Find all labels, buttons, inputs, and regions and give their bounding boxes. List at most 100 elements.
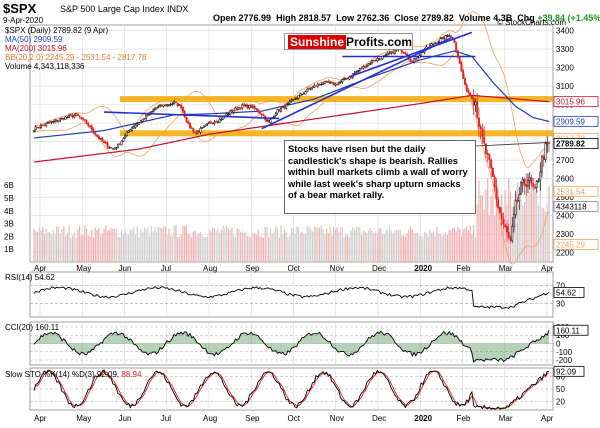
candle-body: [472, 97, 475, 106]
volume-bar: [523, 202, 526, 262]
candle-body: [318, 83, 321, 86]
volume-bar: [310, 229, 312, 262]
candle-body: [239, 107, 242, 110]
cci-tick-label: 0: [556, 340, 561, 349]
candle-body: [192, 128, 195, 132]
candle-body: [337, 82, 340, 85]
candle-body: [108, 147, 111, 149]
volume-bar: [143, 227, 145, 262]
volume-bar: [56, 226, 58, 262]
rsi-line: [33, 285, 550, 309]
volume-bar: [40, 230, 42, 262]
volume-bar: [64, 236, 67, 262]
volume-bar: [177, 236, 179, 262]
candle-body: [262, 114, 265, 117]
ma50-line: [33, 50, 550, 139]
volume-bar: [182, 225, 184, 262]
volume-bar: [147, 227, 149, 262]
candle-body: [225, 113, 228, 116]
volume-bar: [425, 232, 427, 262]
cci-tag-label: 160.11: [556, 326, 580, 335]
candle-body: [260, 113, 263, 116]
volume-bar: [250, 236, 252, 262]
sto-tick-label: 80: [556, 372, 565, 381]
open-value: 2776.99: [238, 13, 272, 23]
volume-bar: [417, 232, 419, 262]
candle-body: [449, 35, 452, 38]
candle-body: [129, 129, 132, 132]
volume-bar: [334, 229, 336, 262]
candle-body: [392, 51, 395, 54]
volume-bar: [313, 226, 315, 262]
volume-bar: [254, 233, 256, 262]
candle-body: [470, 95, 473, 100]
candle-body: [288, 101, 291, 104]
volume-bar: [406, 233, 408, 262]
volume-bar: [422, 237, 424, 262]
volume-bar: [236, 228, 238, 262]
candle-body: [332, 82, 335, 86]
volume-bar: [443, 235, 445, 262]
candle-body: [76, 113, 79, 116]
candle-body: [139, 120, 142, 124]
candle-body: [45, 123, 48, 126]
volume-bar: [138, 237, 140, 262]
candle-body: [446, 35, 449, 37]
candle-body: [383, 55, 386, 57]
rsi-tag-box: [553, 287, 585, 298]
candle-body: [33, 130, 35, 132]
volume-bar: [149, 236, 151, 262]
candle-body: [379, 58, 382, 60]
volume-bar: [89, 236, 91, 262]
volume-tick-label: 4B: [4, 207, 14, 216]
volume-bar: [184, 226, 186, 262]
volume-bar: [110, 227, 112, 262]
volume-bar: [374, 231, 377, 262]
candle-body: [41, 124, 44, 126]
volume-bar: [392, 233, 394, 262]
candle-body: [476, 101, 479, 118]
volume-bar: [101, 233, 103, 262]
volume-bar: [385, 229, 387, 262]
candle-body: [248, 104, 251, 109]
volume-bar: [63, 226, 65, 262]
volume-tick-label: 5B: [4, 194, 14, 203]
candle-body: [99, 138, 102, 140]
x-tick-label: May: [76, 264, 91, 273]
legend-bb: BB(20,2.0) 2245.29 - 2531.54 - 2817.78: [5, 53, 147, 62]
volume-bar: [543, 208, 545, 262]
candle-body: [125, 131, 128, 137]
support-band: [120, 130, 553, 137]
volume-bar: [325, 228, 328, 262]
volume-bar: [485, 189, 487, 262]
candle-body: [124, 135, 127, 139]
volume-bar: [252, 233, 254, 262]
volume-bar: [527, 194, 529, 262]
candle-body: [542, 156, 545, 160]
volume-bar: [45, 228, 47, 262]
candle-body: [218, 118, 221, 123]
candle-body: [199, 127, 202, 133]
candle-body: [416, 57, 419, 60]
candle-body: [145, 114, 148, 119]
candle-body: [444, 35, 447, 40]
x-tick-label: Dec: [372, 414, 386, 423]
volume-value: 4.3B: [493, 13, 513, 23]
candle-body: [495, 186, 498, 200]
volume-bar: [175, 225, 177, 262]
candle-body: [118, 143, 121, 145]
price-tick-label: 2700: [556, 156, 574, 165]
candle-body: [404, 52, 407, 55]
candle-body: [455, 42, 458, 51]
candle-body: [327, 80, 330, 84]
volume-bar: [418, 236, 420, 262]
volume-bar: [367, 230, 370, 262]
volume-bar: [308, 226, 310, 262]
volume-bar: [194, 230, 196, 262]
candle-body: [386, 53, 389, 55]
candle-body: [509, 237, 512, 241]
candle-body: [374, 60, 377, 62]
candle-body: [43, 124, 46, 127]
candle-body: [176, 102, 179, 107]
volume-bar: [329, 226, 331, 262]
